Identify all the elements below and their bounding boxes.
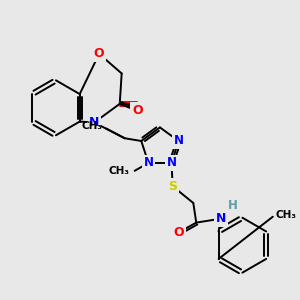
Text: CH₃: CH₃ <box>109 166 130 176</box>
Text: CH₃: CH₃ <box>276 210 297 220</box>
Text: O: O <box>173 226 184 239</box>
Text: N: N <box>174 134 184 148</box>
Text: H: H <box>228 200 238 212</box>
Text: S: S <box>168 180 177 193</box>
Text: N: N <box>143 156 153 170</box>
Text: O: O <box>94 47 104 60</box>
Text: CH₃: CH₃ <box>81 122 102 131</box>
Text: N: N <box>216 212 226 225</box>
Text: N: N <box>167 156 176 170</box>
Text: N: N <box>89 116 99 129</box>
Text: O: O <box>132 104 143 117</box>
